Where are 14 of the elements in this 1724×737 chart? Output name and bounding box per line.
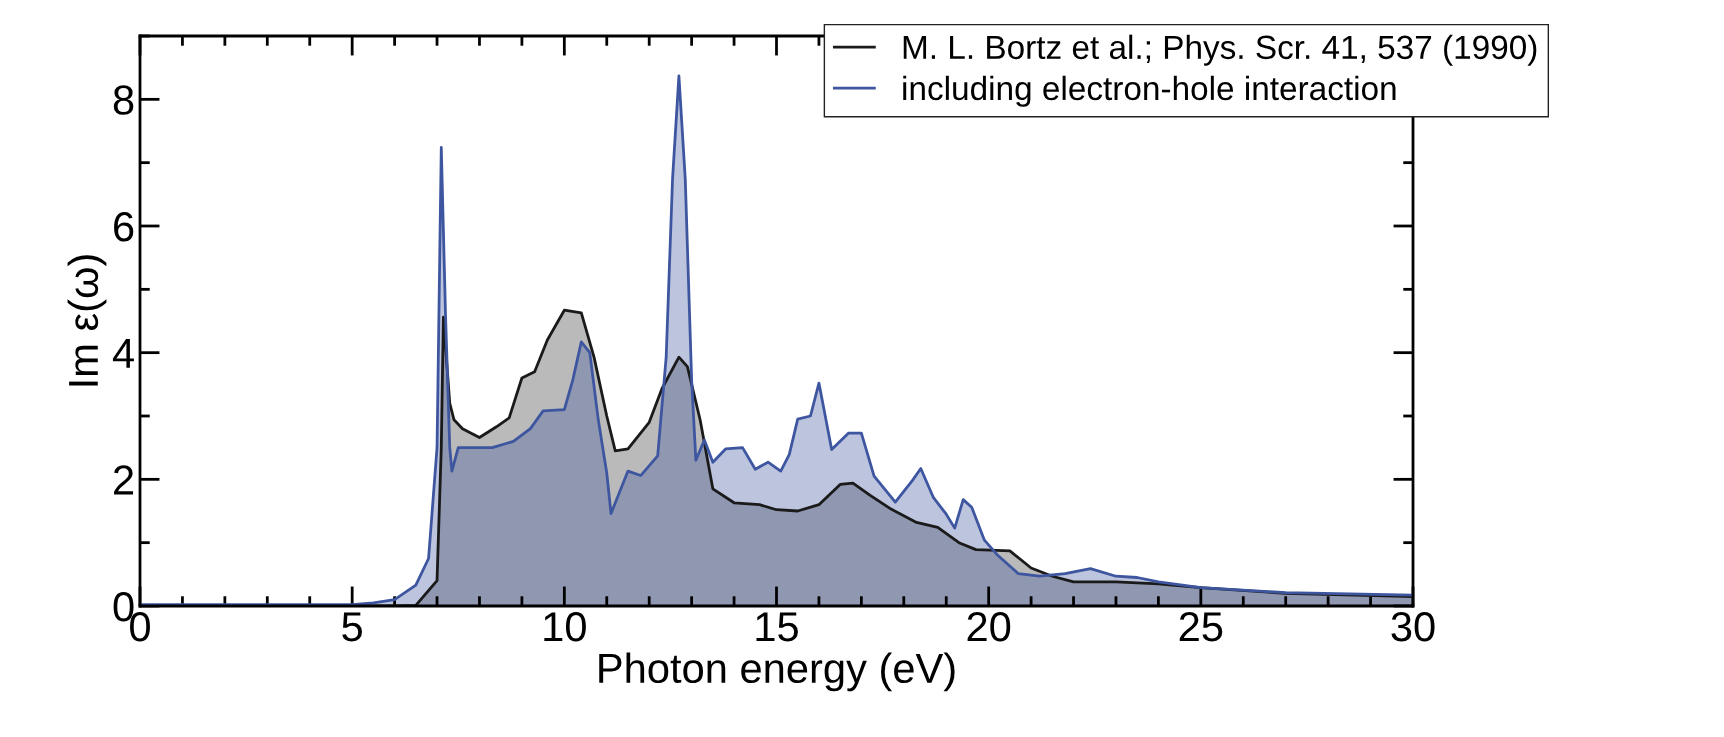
legend-label: including electron-hole interaction bbox=[903, 75, 1396, 107]
x-tick-label: 15 bbox=[756, 612, 798, 642]
x-tick-label: 5 bbox=[342, 612, 363, 642]
y-axis-title: Im ε(ω) bbox=[67, 255, 107, 386]
x-tick-label: 25 bbox=[1179, 611, 1223, 642]
x-tick-label: 20 bbox=[967, 611, 1011, 642]
y-tick-label: 2 bbox=[114, 465, 134, 495]
x-tick-label: 30 bbox=[1391, 611, 1435, 642]
y-tick-label: 4 bbox=[112, 339, 134, 368]
y-tick-label: 6 bbox=[114, 212, 134, 242]
x-tick-label: 10 bbox=[544, 611, 586, 642]
legend-label: M. L. Bortz et al.; Phys. Scr. 41, 537 (1990) bbox=[903, 34, 1537, 66]
x-axis-title: Photon energy (eV) bbox=[599, 652, 955, 692]
y-tick-label: 8 bbox=[113, 85, 134, 115]
